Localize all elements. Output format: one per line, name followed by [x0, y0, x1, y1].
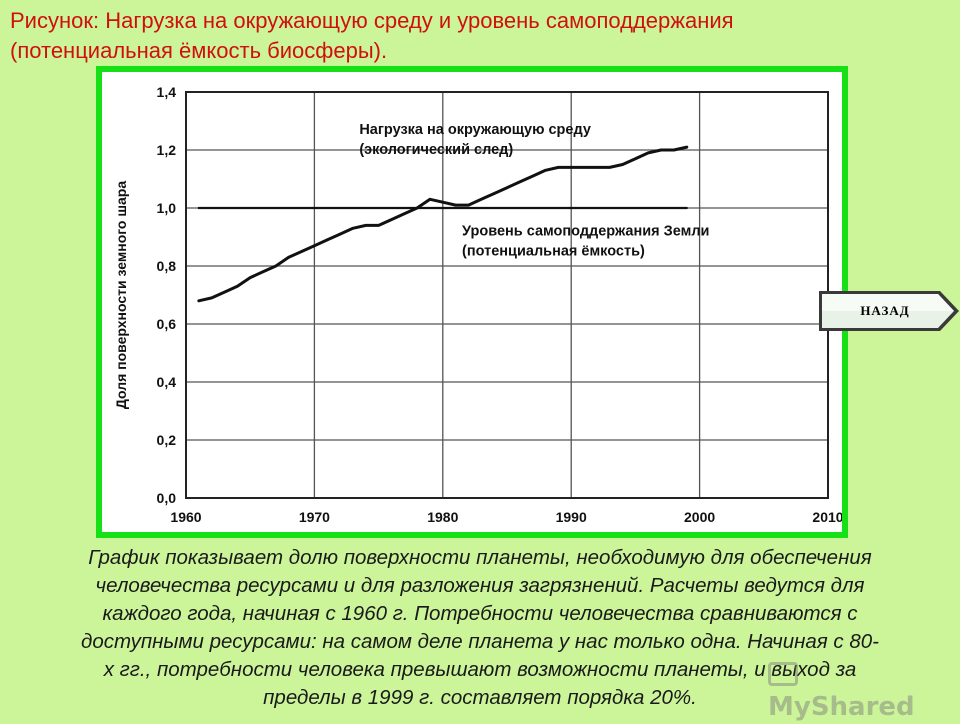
- y-tick-label: 0,0: [157, 490, 177, 506]
- caption-line-5: х гг., потребности человека превышают во…: [103, 658, 857, 681]
- line-chart: 0,0 0,2 0,4 0,6 0,8 1,0 1,2 1,4 1960 1970 1980 1990…: [113, 84, 842, 525]
- y-tick-label: 1,4: [157, 84, 177, 100]
- series-annotation-1: (экологический след): [359, 142, 513, 158]
- watermark-logo-icon: [768, 661, 798, 686]
- y-axis-label: Доля поверхности земного шара: [113, 181, 129, 409]
- caption-line-6: пределы в 1999 г. составляет порядка 20%…: [263, 686, 697, 709]
- y-tick-label: 0,8: [157, 258, 177, 274]
- x-tick-label: 1980: [427, 509, 458, 525]
- series-line-1: [197, 145, 689, 303]
- x-tick-label: 1970: [299, 509, 330, 525]
- x-tick-label: 2000: [684, 509, 715, 525]
- y-tick-label: 1,0: [157, 200, 177, 216]
- watermark: MyShared: [768, 656, 948, 722]
- series-annotation-2: Уровень самоподдержания Земли: [462, 224, 709, 240]
- back-button-arrow-shape: [819, 291, 959, 331]
- slide-title-line-2: (потенциальная ёмкость биосферы).: [10, 38, 388, 63]
- caption-line-2: человечества ресурсами и для разложения …: [95, 574, 865, 597]
- back-button[interactable]: НАЗАД: [818, 290, 960, 332]
- caption-line-3: каждого года, начиная с 1960 г. Потребно…: [102, 602, 858, 625]
- slide-title: Рисунок: Нагрузка на окружающую среду и …: [10, 6, 950, 66]
- chart-area: 0,0 0,2 0,4 0,6 0,8 1,0 1,2 1,4 1960 1970 1980 1990…: [102, 72, 842, 532]
- series-annotation-1: Нагрузка на окружающую среду: [359, 122, 591, 138]
- y-tick-label: 0,6: [157, 316, 177, 332]
- caption-line-1: График показывает долю поверхности плане…: [88, 546, 872, 569]
- back-button-label: НАЗАД: [860, 303, 910, 318]
- y-tick-label: 0,4: [157, 374, 177, 390]
- x-tick-label: 1990: [556, 509, 587, 525]
- slide-title-line-1: Рисунок: Нагрузка на окружающую среду и …: [10, 8, 734, 33]
- watermark-text: MyShared: [768, 692, 915, 722]
- series-annotation-2: (потенциальная ёмкость): [462, 244, 645, 260]
- y-tick-label: 1,2: [157, 142, 177, 158]
- caption-line-4: доступными ресурсами: на самом деле план…: [80, 630, 880, 653]
- x-tick-label: 1960: [170, 509, 201, 525]
- y-tick-label: 0,2: [157, 432, 177, 448]
- chart-caption: График показывает долю поверхности плане…: [0, 544, 960, 712]
- chart-frame: 0,0 0,2 0,4 0,6 0,8 1,0 1,2 1,4 1960 1970 1980 1990…: [96, 66, 848, 538]
- x-tick-label: 2010: [812, 509, 842, 525]
